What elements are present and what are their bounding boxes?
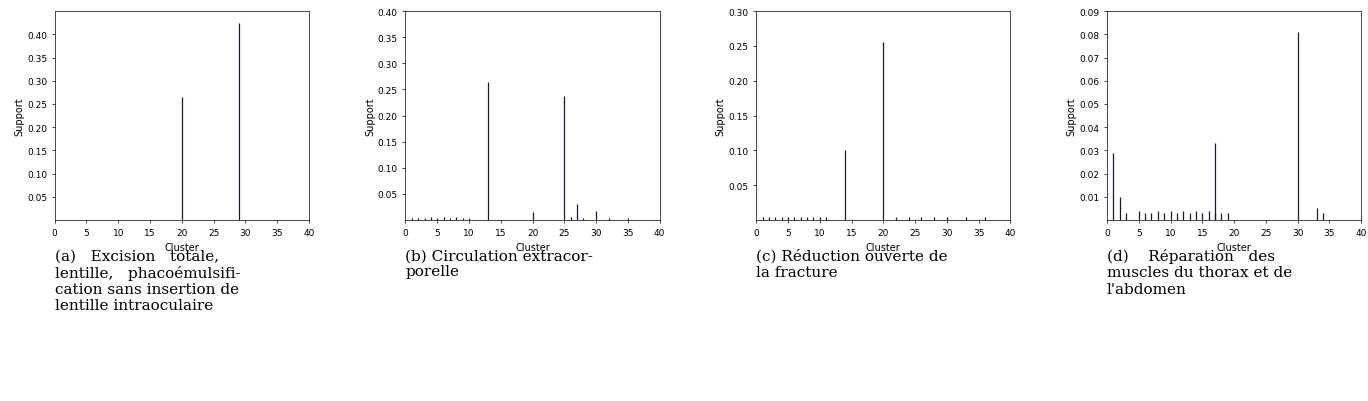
Y-axis label: Support: Support bbox=[365, 97, 375, 136]
Y-axis label: Support: Support bbox=[715, 97, 725, 136]
X-axis label: Cluster: Cluster bbox=[866, 243, 900, 253]
Y-axis label: Support: Support bbox=[14, 97, 25, 136]
Text: (c) Réduction ouverte de
la fracture: (c) Réduction ouverte de la fracture bbox=[757, 249, 948, 279]
X-axis label: Cluster: Cluster bbox=[516, 243, 550, 253]
X-axis label: Cluster: Cluster bbox=[1216, 243, 1252, 253]
Text: (d)    Réparation   des
muscles du thorax et de
l'abdomen: (d) Réparation des muscles du thorax et … bbox=[1107, 249, 1293, 296]
Text: (b) Circulation extracor-
porelle: (b) Circulation extracor- porelle bbox=[405, 249, 594, 279]
Y-axis label: Support: Support bbox=[1067, 97, 1077, 136]
X-axis label: Cluster: Cluster bbox=[164, 243, 200, 253]
Text: (a)   Excision   totale,
lentille,   phacoémulsifi-
cation sans insertion de
len: (a) Excision totale, lentille, phacoémul… bbox=[55, 249, 241, 312]
